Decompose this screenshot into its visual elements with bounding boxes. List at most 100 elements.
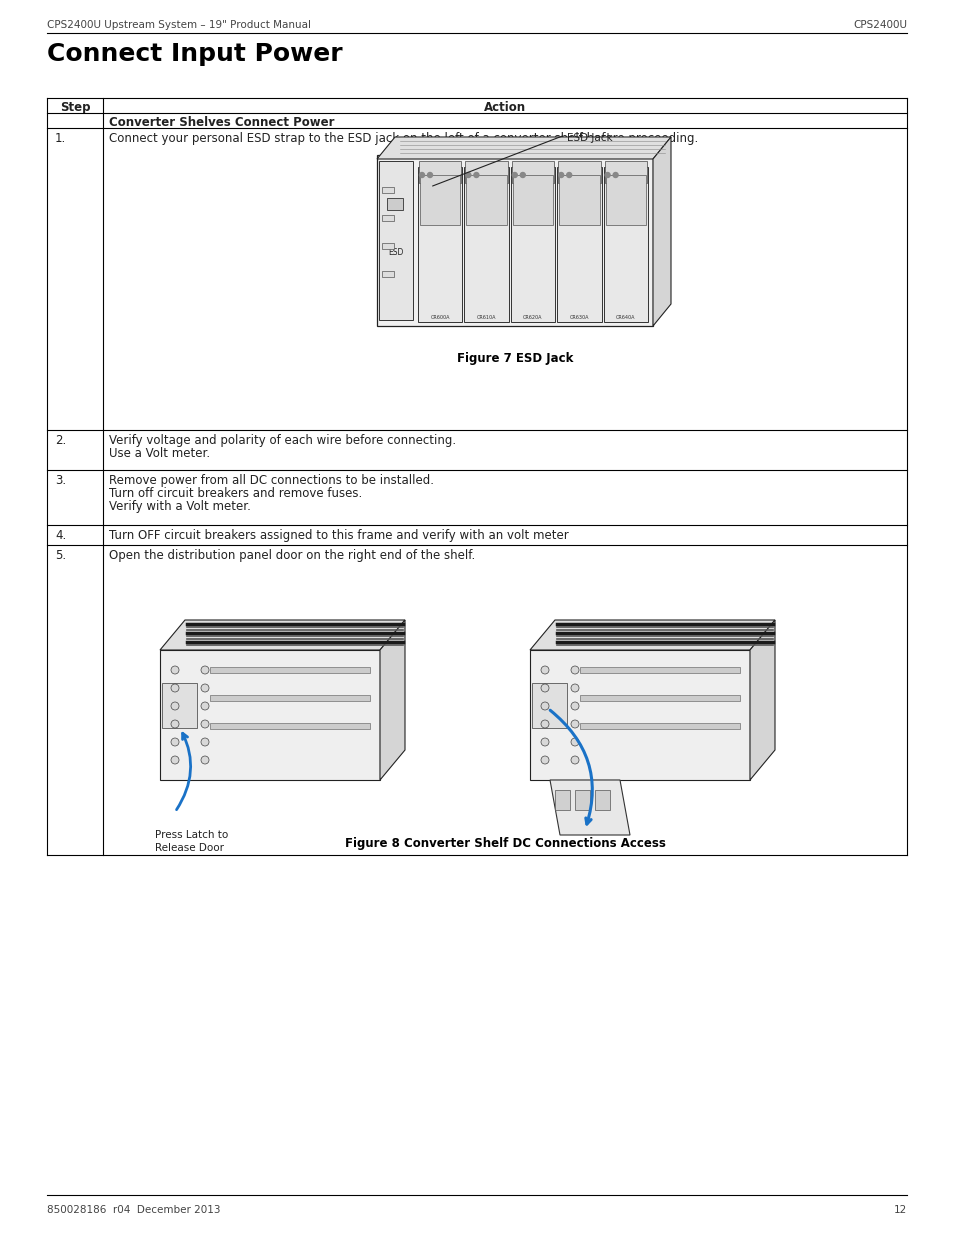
- Bar: [558, 161, 600, 183]
- Text: Figure 7 ESD Jack: Figure 7 ESD Jack: [456, 352, 573, 366]
- Text: CR630A: CR630A: [569, 315, 589, 320]
- Circle shape: [474, 173, 478, 178]
- Polygon shape: [379, 620, 405, 781]
- Circle shape: [540, 720, 548, 727]
- Bar: [381, 243, 394, 249]
- Bar: [555, 790, 569, 810]
- Bar: [595, 790, 609, 810]
- Bar: [378, 161, 413, 320]
- Bar: [604, 161, 646, 183]
- Circle shape: [540, 701, 548, 710]
- Polygon shape: [550, 781, 629, 835]
- Circle shape: [571, 720, 578, 727]
- Circle shape: [201, 684, 209, 692]
- Text: CR610A: CR610A: [476, 315, 496, 320]
- Bar: [162, 683, 196, 727]
- Text: 1.: 1.: [55, 132, 66, 144]
- Text: Use a Volt meter.: Use a Volt meter.: [109, 447, 210, 459]
- Bar: [418, 161, 461, 183]
- Text: CR600A: CR600A: [430, 315, 450, 320]
- Text: CR620A: CR620A: [522, 315, 542, 320]
- Bar: [558, 175, 599, 225]
- Text: Open the distribution panel door on the right end of the shelf.: Open the distribution panel door on the …: [109, 550, 475, 562]
- Circle shape: [540, 684, 548, 692]
- Circle shape: [571, 756, 578, 764]
- Text: ESD: ESD: [388, 248, 403, 257]
- Bar: [530, 650, 749, 781]
- Circle shape: [201, 739, 209, 746]
- Text: Connect your personal ESD strap to the ESD jack on the left of a converter shelf: Connect your personal ESD strap to the E…: [109, 132, 698, 144]
- Bar: [417, 167, 462, 322]
- Text: ESD Jack: ESD Jack: [566, 133, 612, 143]
- Bar: [603, 167, 647, 322]
- Circle shape: [566, 173, 571, 178]
- Polygon shape: [376, 137, 670, 159]
- Bar: [579, 722, 740, 729]
- Circle shape: [201, 756, 209, 764]
- Bar: [381, 186, 394, 193]
- Circle shape: [613, 173, 618, 178]
- Text: 4.: 4.: [55, 529, 66, 542]
- Circle shape: [171, 720, 179, 727]
- Bar: [466, 175, 506, 225]
- Polygon shape: [749, 620, 774, 781]
- Text: Press Latch to
Release Door: Press Latch to Release Door: [154, 830, 228, 853]
- Circle shape: [171, 666, 179, 674]
- Bar: [532, 683, 566, 727]
- Bar: [376, 156, 652, 326]
- Circle shape: [465, 173, 471, 178]
- Text: Turn off circuit breakers and remove fuses.: Turn off circuit breakers and remove fus…: [109, 487, 362, 500]
- Text: Converter Shelves Connect Power: Converter Shelves Connect Power: [109, 116, 335, 128]
- Circle shape: [201, 720, 209, 727]
- Circle shape: [201, 666, 209, 674]
- Circle shape: [540, 739, 548, 746]
- Circle shape: [571, 666, 578, 674]
- Bar: [210, 722, 370, 729]
- Text: Remove power from all DC connections to be installed.: Remove power from all DC connections to …: [109, 474, 434, 487]
- Bar: [464, 167, 508, 322]
- Circle shape: [571, 739, 578, 746]
- Text: Figure 8 Converter Shelf DC Connections Access: Figure 8 Converter Shelf DC Connections …: [344, 837, 665, 850]
- Text: CR640A: CR640A: [616, 315, 635, 320]
- Bar: [513, 175, 553, 225]
- Circle shape: [201, 701, 209, 710]
- Polygon shape: [652, 137, 670, 326]
- Text: Turn OFF circuit breakers assigned to this frame and verify with an volt meter: Turn OFF circuit breakers assigned to th…: [109, 529, 568, 542]
- Text: Verify with a Volt meter.: Verify with a Volt meter.: [109, 500, 251, 513]
- Text: Step: Step: [60, 101, 91, 114]
- Text: 2.: 2.: [55, 433, 66, 447]
- Circle shape: [171, 701, 179, 710]
- Text: Action: Action: [483, 101, 525, 114]
- Circle shape: [427, 173, 432, 178]
- Bar: [381, 215, 394, 221]
- Circle shape: [571, 701, 578, 710]
- Bar: [579, 667, 740, 673]
- Bar: [575, 790, 589, 810]
- Bar: [579, 695, 740, 701]
- Circle shape: [519, 173, 525, 178]
- Bar: [160, 650, 379, 781]
- Circle shape: [558, 173, 563, 178]
- Circle shape: [604, 173, 610, 178]
- Text: CPS2400U: CPS2400U: [852, 20, 906, 30]
- Circle shape: [171, 684, 179, 692]
- Text: 850028186  r04  December 2013: 850028186 r04 December 2013: [47, 1205, 220, 1215]
- Bar: [210, 667, 370, 673]
- Text: 5.: 5.: [55, 550, 66, 562]
- Bar: [511, 161, 554, 183]
- Circle shape: [571, 684, 578, 692]
- Circle shape: [171, 739, 179, 746]
- Bar: [510, 167, 555, 322]
- Polygon shape: [530, 620, 774, 650]
- Text: Connect Input Power: Connect Input Power: [47, 42, 342, 65]
- Bar: [210, 695, 370, 701]
- Bar: [419, 175, 460, 225]
- Text: CPS2400U Upstream System – 19" Product Manual: CPS2400U Upstream System – 19" Product M…: [47, 20, 311, 30]
- Bar: [381, 270, 394, 277]
- Circle shape: [419, 173, 424, 178]
- Text: 3.: 3.: [55, 474, 66, 487]
- Bar: [557, 167, 601, 322]
- Polygon shape: [160, 620, 405, 650]
- Circle shape: [540, 756, 548, 764]
- Text: Verify voltage and polarity of each wire before connecting.: Verify voltage and polarity of each wire…: [109, 433, 456, 447]
